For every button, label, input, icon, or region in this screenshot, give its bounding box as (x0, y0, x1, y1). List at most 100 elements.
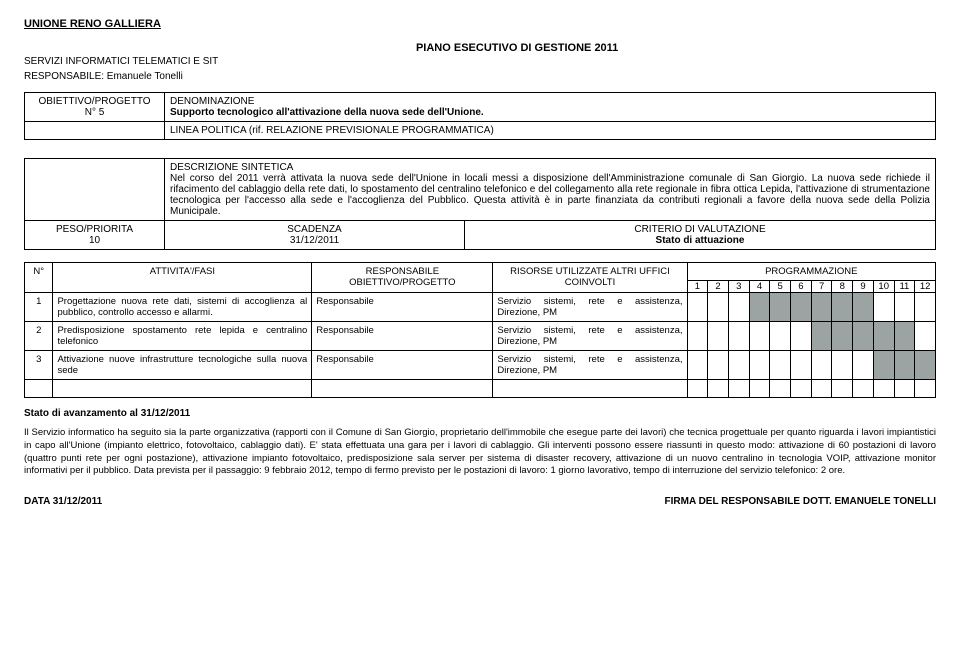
gantt-cell (811, 380, 832, 398)
cell: 2 (25, 322, 53, 351)
crit-val: Stato di attuazione (656, 235, 745, 246)
gantt-cell (873, 351, 894, 380)
month-header: 9 (853, 281, 874, 293)
peso-label: PESO/PRIORITA (56, 224, 133, 235)
cell: Predisposizione spostamento rete lepida … (53, 322, 312, 351)
gantt-cell (915, 351, 936, 380)
scad-cell: SCADENZA 31/12/2011 (165, 221, 465, 250)
gantt-cell (873, 293, 894, 322)
obj-label-cell: OBIETTIVO/PROGETTO N° 5 (25, 93, 165, 122)
servizi-line: SERVIZI INFORMATICI TELEMATICI E SIT (24, 56, 218, 67)
gantt-cell (770, 293, 791, 322)
table-row: 3Attivazione nuove infrastrutture tecnol… (25, 351, 936, 380)
gantt-cell (832, 380, 853, 398)
cell: Responsabile (312, 293, 493, 322)
table-row: 1Progettazione nuova rete dati, sistemi … (25, 293, 936, 322)
cell (312, 380, 493, 398)
gantt-cell (770, 351, 791, 380)
gantt-cell (728, 380, 749, 398)
scad-label: SCADENZA (287, 224, 341, 235)
gantt-cell (749, 293, 770, 322)
cell: Servizio sistemi, rete e assistenza, Dir… (493, 351, 687, 380)
gantt-cell (894, 380, 915, 398)
gantt-cell (770, 380, 791, 398)
gantt-cell (791, 322, 812, 351)
peso-cell: PESO/PRIORITA 10 (25, 221, 165, 250)
gantt-cell (832, 351, 853, 380)
table-row: 2Predisposizione spostamento rete lepida… (25, 322, 936, 351)
month-header: 1 (687, 281, 708, 293)
resp-line: RESPONSABILE: Emanuele Tonelli (24, 71, 218, 82)
descr-text: Nel corso del 2011 verrà attivata la nuo… (170, 173, 930, 217)
gantt-cell (708, 293, 729, 322)
gantt-cell (894, 293, 915, 322)
peso-val: 10 (89, 235, 100, 246)
gantt-cell (728, 351, 749, 380)
cell: Attivazione nuove infrastrutture tecnolo… (53, 351, 312, 380)
cell (493, 380, 687, 398)
gantt-cell (770, 322, 791, 351)
gantt-cell (687, 351, 708, 380)
month-header: 12 (915, 281, 936, 293)
gantt-cell (728, 293, 749, 322)
col-n: N° (25, 263, 53, 293)
col-prog: PROGRAMMAZIONE (687, 263, 935, 281)
gantt-cell (791, 293, 812, 322)
linea-cell: LINEA POLITICA (rif. RELAZIONE PREVISION… (165, 122, 936, 140)
gantt-cell (894, 351, 915, 380)
month-header: 6 (791, 281, 812, 293)
gantt-cell (832, 293, 853, 322)
status-title: Stato di avanzamento al 31/12/2011 (24, 408, 936, 419)
gantt-cell (853, 351, 874, 380)
month-header: 7 (811, 281, 832, 293)
gantt-cell (853, 380, 874, 398)
cell (53, 380, 312, 398)
month-header: 8 (832, 281, 853, 293)
col-risorse: RISORSE UTILIZZATE ALTRI UFFICI COINVOLT… (493, 263, 687, 293)
activity-table: N° ATTIVITA'/FASI RESPONSABILE OBIETTIVO… (24, 262, 936, 398)
obj-label: OBIETTIVO/PROGETTO (38, 96, 150, 107)
cell: 3 (25, 351, 53, 380)
gantt-cell (708, 351, 729, 380)
gantt-cell (687, 293, 708, 322)
activity-body: 1Progettazione nuova rete dati, sistemi … (25, 293, 936, 398)
month-header: 5 (770, 281, 791, 293)
gantt-cell (749, 380, 770, 398)
month-header: 11 (894, 281, 915, 293)
gantt-cell (791, 351, 812, 380)
crit-label: CRITERIO DI VALUTAZIONE (634, 224, 765, 235)
header: UNIONE RENO GALLIERA SERVIZI INFORMATICI… (24, 18, 936, 82)
month-header: 4 (749, 281, 770, 293)
cell: Servizio sistemi, rete e assistenza, Dir… (493, 293, 687, 322)
footer-date: DATA 31/12/2011 (24, 496, 102, 507)
denom-cell: DENOMINAZIONE Supporto tecnologico all'a… (165, 93, 936, 122)
gantt-cell (811, 293, 832, 322)
footer-sign: FIRMA DEL RESPONSABILE DOTT. EMANUELE TO… (665, 496, 937, 507)
gantt-cell (708, 380, 729, 398)
denom-label: DENOMINAZIONE (170, 96, 254, 107)
empty-cell (25, 122, 165, 140)
denom-val: Supporto tecnologico all'attivazione del… (170, 107, 484, 118)
gantt-cell (853, 293, 874, 322)
gantt-cell (915, 322, 936, 351)
gantt-cell (811, 351, 832, 380)
gantt-cell (894, 322, 915, 351)
month-header: 3 (728, 281, 749, 293)
month-header: 2 (708, 281, 729, 293)
gantt-cell (832, 322, 853, 351)
gantt-cell (687, 322, 708, 351)
cell: Responsabile (312, 351, 493, 380)
description-table: DESCRIZIONE SINTETICA Nel corso del 2011… (24, 158, 936, 250)
scad-val: 31/12/2011 (290, 235, 339, 246)
cell: Responsabile (312, 322, 493, 351)
cell (25, 380, 53, 398)
gantt-cell (873, 380, 894, 398)
footer: DATA 31/12/2011 FIRMA DEL RESPONSABILE D… (24, 496, 936, 507)
gantt-cell (791, 380, 812, 398)
gantt-cell (749, 351, 770, 380)
gantt-cell (853, 322, 874, 351)
gantt-cell (708, 322, 729, 351)
objective-table: OBIETTIVO/PROGETTO N° 5 DENOMINAZIONE Su… (24, 92, 936, 140)
col-fasi: ATTIVITA'/FASI (53, 263, 312, 293)
cell: Progettazione nuova rete dati, sistemi d… (53, 293, 312, 322)
